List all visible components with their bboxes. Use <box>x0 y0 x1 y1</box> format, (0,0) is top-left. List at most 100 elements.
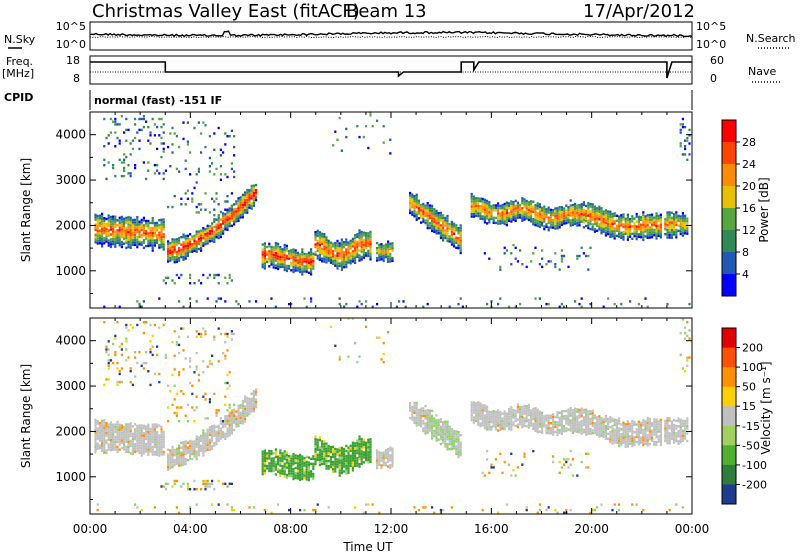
heatmap-cell <box>343 241 346 244</box>
heatmap-cell <box>510 425 513 429</box>
heatmap-cell <box>299 461 302 464</box>
heatmap-cell <box>338 454 341 457</box>
heatmap-cell <box>96 242 99 245</box>
heatmap-cell <box>125 428 128 431</box>
heatmap-cell <box>554 508 557 512</box>
heatmap-cell <box>285 249 288 253</box>
heatmap-cell <box>470 403 473 407</box>
heatmap-cell <box>668 231 671 234</box>
heatmap-cell <box>323 447 326 451</box>
heatmap-cell <box>558 429 561 432</box>
heatmap-cell <box>153 231 156 235</box>
heatmap-cell <box>453 237 456 240</box>
heatmap-cell <box>358 241 361 245</box>
heatmap-cell <box>525 209 528 213</box>
heatmap-cell <box>470 207 473 211</box>
heatmap-cell <box>160 136 163 140</box>
heatmap-cell <box>525 508 528 512</box>
heatmap-cell <box>107 428 110 431</box>
heatmap-cell <box>457 443 460 446</box>
heatmap-cell <box>615 214 618 217</box>
heatmap-cell <box>470 418 473 422</box>
heatmap-cell <box>362 256 365 259</box>
heatmap-cell <box>142 219 145 222</box>
heatmap-cell <box>365 237 368 240</box>
heatmap-cell <box>376 256 379 260</box>
heatmap-cell <box>101 227 104 231</box>
heatmap-cell <box>193 452 196 456</box>
heatmap-cell <box>173 453 176 457</box>
heatmap-cell <box>136 447 139 450</box>
heatmap-cell <box>175 258 178 261</box>
heatmap-cell <box>312 467 315 471</box>
heatmap-cell <box>138 225 141 228</box>
heatmap-cell <box>219 434 222 438</box>
heatmap-cell <box>486 202 489 205</box>
heatmap-cell <box>244 198 247 202</box>
heatmap-cell <box>450 437 453 441</box>
heatmap-cell <box>666 216 669 219</box>
heatmap-cell <box>497 214 500 218</box>
heatmap-cell <box>125 326 128 329</box>
heatmap-cell <box>598 208 601 211</box>
heatmap-cell <box>208 232 211 235</box>
heatmap-cell <box>508 415 511 418</box>
heatmap-cell <box>186 237 189 240</box>
heatmap-cell <box>349 247 352 250</box>
heatmap-cell <box>239 406 242 409</box>
heatmap-cell <box>125 359 128 362</box>
heatmap-cell <box>631 220 634 223</box>
heatmap-cell <box>514 412 517 415</box>
heatmap-cell <box>569 508 572 512</box>
heatmap-cell <box>244 193 247 197</box>
nsearch-tick-top: 10^5 <box>696 20 726 33</box>
heatmap-cell <box>345 454 348 458</box>
heatmap-cell <box>316 257 319 260</box>
heatmap-cell <box>490 415 493 419</box>
heatmap-cell <box>664 228 667 231</box>
heatmap-cell <box>327 447 330 450</box>
heatmap-cell <box>514 474 517 477</box>
heatmap-cell <box>552 223 555 227</box>
heatmap-cell <box>541 209 544 212</box>
heatmap-cell <box>530 207 533 211</box>
heatmap-cell <box>648 218 651 222</box>
heatmap-cell <box>204 479 207 483</box>
heatmap-cell <box>294 259 297 262</box>
heatmap-cell <box>314 462 317 466</box>
heatmap-cell <box>186 403 189 406</box>
heatmap-cell <box>226 432 229 435</box>
heatmap-cell <box>336 453 339 456</box>
heatmap-cell <box>211 447 214 450</box>
heatmap-cell <box>202 234 205 237</box>
heatmap-cell <box>325 464 328 468</box>
heatmap-cell <box>354 256 357 259</box>
heatmap-cell <box>125 239 128 242</box>
heatmap-cell <box>233 418 236 422</box>
heatmap-cell <box>193 447 196 451</box>
heatmap-cell <box>118 423 121 426</box>
heatmap-cell <box>340 243 343 246</box>
date-label: 17/Apr/2012 <box>583 1 695 22</box>
heatmap-cell <box>325 251 328 254</box>
heatmap-cell <box>156 451 159 454</box>
heatmap-cell <box>182 458 185 461</box>
heatmap-cell <box>563 207 566 210</box>
heatmap-cell <box>360 462 363 466</box>
heatmap-cell <box>215 192 218 195</box>
heatmap-cell <box>499 426 502 429</box>
heatmap-cell <box>340 263 343 266</box>
heatmap-cell <box>510 418 513 421</box>
heatmap-cell <box>215 218 218 221</box>
heatmap-cell <box>362 456 365 459</box>
heatmap-cell <box>103 239 106 242</box>
heatmap-cell <box>637 228 640 231</box>
heatmap-cell <box>98 444 101 447</box>
heatmap-cell <box>303 255 306 258</box>
heatmap-cell <box>508 427 511 431</box>
heatmap-cell <box>455 236 458 239</box>
heatmap-cell <box>343 460 346 463</box>
heatmap-cell <box>248 206 251 209</box>
heatmap-cell <box>563 219 566 223</box>
heatmap-cell <box>239 213 242 217</box>
